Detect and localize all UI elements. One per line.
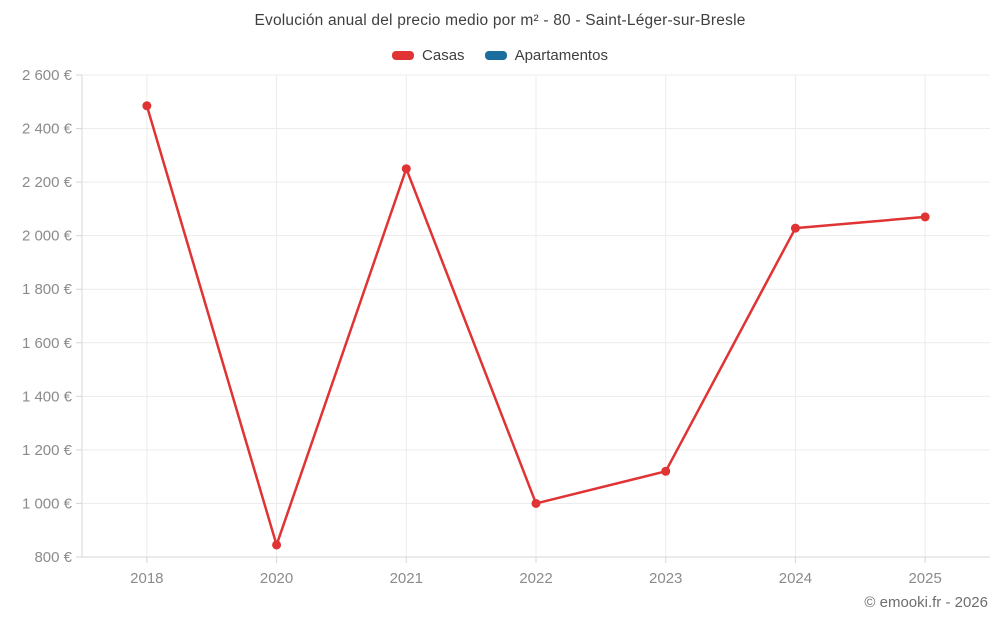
x-tick-label: 2022: [519, 570, 552, 587]
data-point[interactable]: [790, 223, 800, 233]
y-tick-label: 2 400 €: [22, 121, 73, 138]
chart-title: Evolución anual del precio medio por m² …: [254, 12, 746, 29]
data-point[interactable]: [531, 498, 541, 508]
data-point[interactable]: [661, 466, 671, 476]
y-tick-label: 1 000 €: [22, 495, 73, 512]
x-tick-label: 2023: [649, 570, 682, 587]
x-tick-label: 2025: [908, 570, 941, 587]
legend-label-apartamentos: Apartamentos: [514, 47, 608, 64]
y-tick-label: 1 200 €: [22, 442, 73, 459]
axis-labels: 800 € 1 000 € 1 200 € 1 400 € 1 600 € 1 800 €…: [22, 67, 942, 587]
legend-label-casas: Casas: [422, 47, 465, 64]
y-tick-label: 800 €: [34, 549, 72, 566]
legend-item-apartamentos[interactable]: Apartamentos: [484, 47, 608, 64]
y-tick-label: 2 000 €: [22, 228, 73, 245]
gridlines: [82, 74, 990, 557]
apartamentos-series-swatch-icon: [484, 51, 507, 60]
data-point[interactable]: [142, 101, 152, 111]
axes: [76, 74, 990, 563]
casas-series-swatch-icon: [392, 51, 415, 60]
copyright-text: © emooki.fr - 2026: [864, 594, 988, 611]
chart-legend: Casas Apartamentos: [0, 47, 1000, 64]
data-point[interactable]: [920, 212, 930, 222]
y-tick-label: 1 600 €: [22, 335, 73, 352]
y-tick-label: 1 400 €: [22, 388, 73, 405]
y-tick-label: 2 200 €: [22, 174, 73, 191]
x-tick-label: 2024: [779, 570, 812, 587]
x-tick-label: 2018: [130, 570, 163, 587]
series-lines: [142, 101, 930, 550]
data-point[interactable]: [401, 164, 411, 174]
legend-item-casas[interactable]: Casas: [392, 47, 465, 64]
x-tick-label: 2020: [260, 570, 293, 587]
y-tick-label: 1 800 €: [22, 281, 73, 298]
data-point[interactable]: [272, 540, 282, 550]
y-tick-label: 2 600 €: [22, 67, 73, 84]
x-tick-label: 2021: [390, 570, 423, 587]
